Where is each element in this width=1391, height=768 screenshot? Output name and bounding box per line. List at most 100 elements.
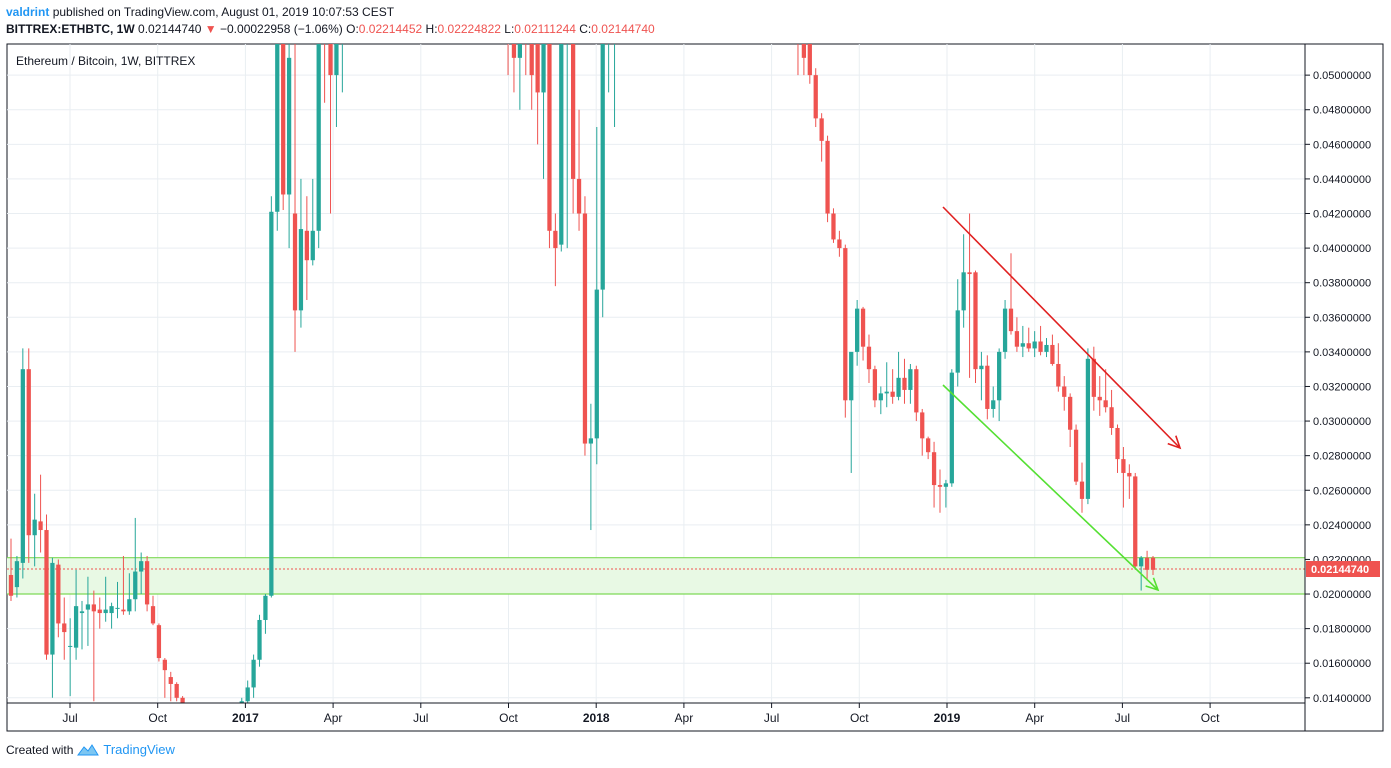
candle-body: [931, 452, 937, 486]
candle-body: [582, 213, 588, 444]
candle-body: [1068, 396, 1073, 430]
candle-body: [985, 365, 990, 409]
candle-body: [150, 606, 156, 624]
last-price: 0.02144740: [138, 22, 202, 36]
candle-body: [855, 308, 860, 352]
candle-body: [162, 659, 167, 671]
candle-body: [535, 44, 540, 93]
open-value: 0.02214452: [358, 22, 423, 36]
symbol-ohlc-line: BITTREX:ETHBTC, 1W 0.02144740 ▼ −0.00022…: [6, 22, 655, 36]
candle-body: [44, 530, 49, 655]
publish-info: valdrint published on TradingView.com, A…: [6, 5, 394, 19]
candle-body: [334, 44, 339, 76]
candle-body: [180, 697, 185, 703]
candle-body: [263, 595, 268, 620]
price-tag-box: [1306, 560, 1380, 577]
footer: Created with TradingView: [6, 742, 175, 757]
candle-body: [908, 369, 913, 390]
candle-body: [1002, 308, 1008, 352]
candle-body: [943, 483, 949, 487]
y-tick-label: 0.02000000: [1313, 589, 1371, 601]
candle-body: [506, 0, 510, 41]
x-tick-label: 2017: [232, 711, 259, 725]
author-name[interactable]: valdrint: [6, 5, 50, 19]
candle-body: [20, 369, 25, 563]
x-tick-label: 2018: [583, 711, 610, 725]
resistance-arrow: [942, 206, 1181, 449]
candle-body: [594, 289, 599, 439]
low-label: L:: [504, 22, 515, 36]
candle-body: [872, 369, 878, 401]
candle-body: [168, 677, 173, 684]
candle-body: [239, 701, 244, 703]
y-tick-label: 0.03600000: [1313, 312, 1371, 324]
candle-body: [606, 0, 610, 41]
candle-body: [819, 118, 824, 141]
y-tick-label: 0.04000000: [1313, 243, 1371, 255]
close-value: 0.02144740: [591, 22, 655, 36]
candle-body: [837, 239, 842, 249]
candle-body: [813, 75, 818, 119]
candle-body: [517, 44, 523, 58]
candle-body: [878, 393, 883, 401]
candle-body: [559, 44, 564, 245]
trend-arrows: [942, 206, 1182, 592]
candle-body: [192, 715, 196, 725]
tradingview-brand[interactable]: TradingView: [103, 742, 175, 757]
candle-body: [73, 606, 79, 648]
x-tick-label: Oct: [499, 711, 518, 725]
candle-body: [801, 44, 807, 58]
candle-body: [997, 351, 1002, 401]
candle-body: [825, 140, 830, 214]
candles-group[interactable]: [8, 0, 1156, 746]
y-tick-label: 0.01400000: [1313, 693, 1371, 705]
candle-body: [890, 391, 895, 397]
change-down-icon: ▼: [204, 22, 217, 36]
candle-body: [831, 213, 836, 240]
candle-body: [133, 571, 138, 600]
chart-frame: [6, 43, 1384, 732]
candle-body: [245, 687, 250, 702]
candle-body: [50, 562, 55, 655]
candle-body: [1115, 427, 1120, 460]
y-tick-label: 0.02600000: [1313, 485, 1371, 497]
candle-body: [109, 606, 114, 614]
y-tick-label: 0.01800000: [1313, 624, 1371, 636]
candle-body: [570, 44, 576, 179]
time-axis[interactable]: Jul Oct 2017 Apr Jul Oct 2018 Apr Jul Oct 2019 Apr J…: [62, 703, 1220, 725]
candle-body: [511, 44, 517, 58]
candle-body: [1026, 343, 1031, 349]
candle-body: [1091, 358, 1096, 397]
x-tick-label: Jul: [413, 711, 428, 725]
chart-title: Ethereum / Bitcoin, 1W, BITTREX: [16, 54, 195, 68]
candle-body: [1097, 396, 1102, 401]
y-tick-label: 0.04400000: [1313, 174, 1371, 186]
candle-body: [860, 308, 866, 347]
x-tick-label: Jul: [764, 711, 779, 725]
y-tick-label: 0.01600000: [1313, 658, 1371, 670]
high-label: H:: [425, 22, 438, 36]
candle-body: [139, 561, 144, 572]
candle-body: [91, 604, 96, 612]
close-label: C:: [579, 22, 592, 36]
candle-body: [524, 6, 528, 41]
candle-body: [103, 609, 108, 614]
candle-body: [1020, 343, 1025, 347]
candle-body: [937, 485, 943, 487]
x-tick-label: Oct: [850, 711, 869, 725]
candle-body: [62, 623, 67, 633]
candle-body: [115, 607, 120, 609]
candle-body: [541, 44, 546, 93]
candle-body: [1085, 358, 1091, 499]
y-tick-label: 0.05000000: [1313, 70, 1371, 82]
candle-body: [914, 369, 919, 413]
support-zone: [7, 557, 1305, 595]
candle-body: [843, 248, 848, 401]
candle-body: [902, 377, 907, 390]
candle-body: [316, 44, 321, 231]
candle-body: [1044, 344, 1049, 352]
candle-body: [121, 609, 126, 612]
price-axis[interactable]: 0.05000000 0.04800000 0.04600000 0.04400000…: [1305, 70, 1371, 705]
candle-body: [251, 659, 256, 688]
